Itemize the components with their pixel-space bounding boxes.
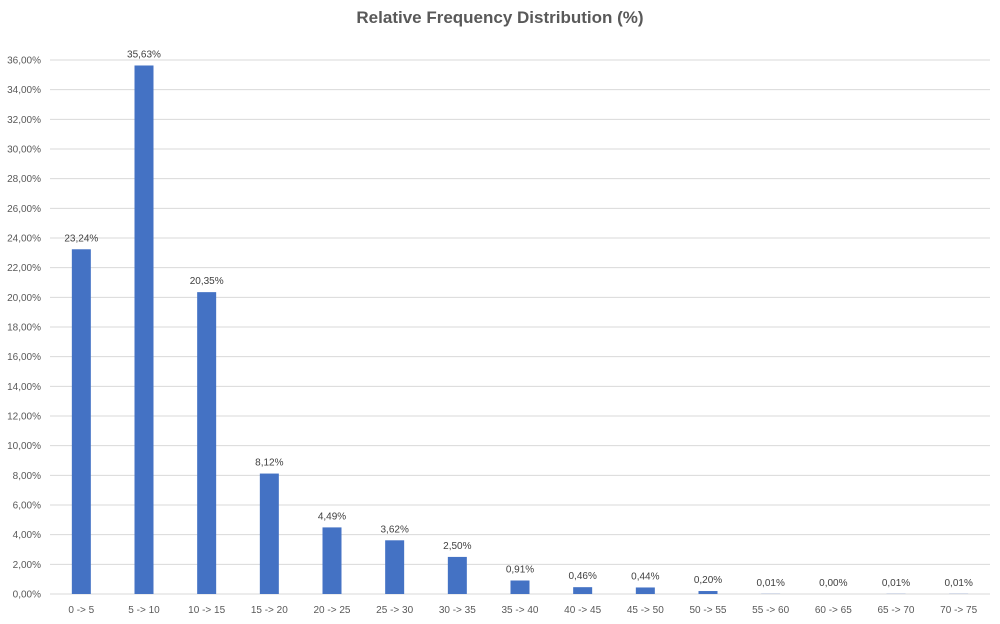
data-label: 0,01%: [756, 578, 784, 589]
x-tick-label: 60 -> 65: [815, 605, 852, 616]
bar: [71, 249, 91, 595]
data-label: 0,00%: [819, 578, 847, 589]
y-tick-label: 4,00%: [13, 530, 41, 541]
y-tick-label: 26,00%: [7, 204, 41, 215]
y-tick-label: 20,00%: [7, 293, 41, 304]
x-tick-label: 15 -> 20: [251, 605, 288, 616]
bar: [197, 292, 217, 594]
y-tick-label: 0,00%: [13, 590, 41, 601]
x-tick-label: 0 -> 5: [68, 605, 94, 616]
y-tick-label: 8,00%: [13, 471, 41, 482]
x-tick-label: 25 -> 30: [376, 605, 413, 616]
x-tick-label: 40 -> 45: [564, 605, 601, 616]
bar: [259, 473, 279, 594]
bar: [447, 556, 467, 594]
gridlines: [50, 59, 990, 595]
data-label: 0,46%: [568, 571, 596, 582]
y-tick-label: 34,00%: [7, 85, 41, 96]
chart-title: Relative Frequency Distribution (%): [356, 8, 644, 27]
x-tick-label: 35 -> 40: [502, 605, 539, 616]
x-tick-label: 5 -> 10: [128, 605, 160, 616]
bar: [635, 587, 655, 594]
x-tick-label: 30 -> 35: [439, 605, 476, 616]
y-tick-label: 30,00%: [7, 145, 41, 156]
data-label: 4,49%: [318, 511, 346, 522]
data-label: 35,63%: [127, 49, 161, 60]
data-label: 0,44%: [631, 571, 659, 582]
y-tick-label: 16,00%: [7, 352, 41, 363]
y-tick-label: 22,00%: [7, 263, 41, 274]
bar: [698, 591, 718, 594]
data-label: 0,01%: [882, 578, 910, 589]
data-label: 0,01%: [944, 578, 972, 589]
y-tick-label: 2,00%: [13, 560, 41, 571]
x-tick-label: 65 -> 70: [878, 605, 915, 616]
x-axis-tick-labels: 0 -> 5 5 -> 10 10 -> 15 15 -> 20 20 -> 25 25 …: [68, 605, 977, 616]
x-tick-label: 45 -> 50: [627, 605, 664, 616]
x-tick-label: 10 -> 15: [188, 605, 225, 616]
data-label: 8,12%: [255, 458, 283, 469]
bar: [134, 65, 154, 594]
x-tick-label: 50 -> 55: [690, 605, 727, 616]
y-tick-label: 18,00%: [7, 323, 41, 334]
x-tick-label: 70 -> 75: [940, 605, 977, 616]
y-tick-label: 10,00%: [7, 441, 41, 452]
y-tick-label: 32,00%: [7, 115, 41, 126]
data-label: 3,62%: [380, 524, 408, 535]
data-label: 2,50%: [443, 541, 471, 552]
bar: [385, 540, 405, 594]
y-tick-label: 24,00%: [7, 234, 41, 245]
y-tick-label: 6,00%: [13, 501, 41, 512]
bars: [71, 65, 969, 595]
data-labels: 23,24% 35,63% 20,35% 8,12% 4,49% 3,62% 2,50% 0,…: [64, 49, 973, 589]
y-axis-tick-labels: 0,00% 2,00% 4,00% 6,00% 8,00% 10,00% 12,00% 14,…: [7, 56, 41, 601]
data-label: 0,91%: [506, 565, 534, 576]
x-tick-label: 20 -> 25: [314, 605, 351, 616]
data-label: 23,24%: [64, 233, 98, 244]
y-tick-label: 28,00%: [7, 174, 41, 185]
y-tick-label: 12,00%: [7, 412, 41, 423]
data-label: 0,20%: [694, 575, 722, 586]
y-tick-label: 14,00%: [7, 382, 41, 393]
bar: [510, 580, 530, 594]
data-label: 20,35%: [190, 276, 224, 287]
x-tick-label: 55 -> 60: [752, 605, 789, 616]
bar: [322, 527, 342, 594]
y-tick-label: 36,00%: [7, 56, 41, 67]
bar: [573, 587, 593, 594]
